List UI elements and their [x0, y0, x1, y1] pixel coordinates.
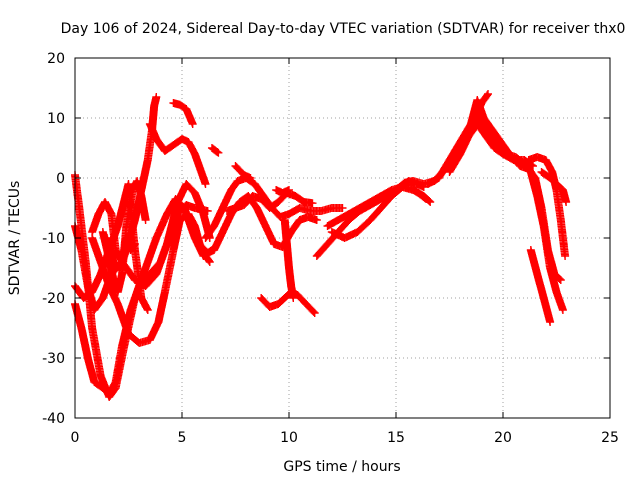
grid: [75, 58, 610, 418]
x-tick-label: 0: [71, 430, 80, 446]
series-markers: [280, 216, 298, 302]
y-tick-label: 10: [47, 111, 65, 127]
series-markers: [169, 99, 197, 128]
series-markers: [526, 246, 555, 326]
series-arc-29: [526, 246, 555, 326]
series-arc-26: [509, 156, 567, 314]
series-markers: [231, 162, 255, 182]
series-arc-23: [424, 96, 533, 188]
series-markers: [509, 156, 567, 314]
y-tick-label: -20: [42, 291, 65, 307]
axis-ticks: 0 5 10 15 20 25 -40 -30 -20 -10 0 10 20: [42, 51, 619, 446]
series-arc-8: [103, 93, 161, 272]
chart-title: Day 106 of 2024, Sidereal Day-to-day VTE…: [61, 21, 626, 37]
series-markers: [537, 168, 571, 206]
data-series: [71, 90, 571, 401]
x-tick-label: 5: [178, 430, 187, 446]
y-tick-label: -30: [42, 351, 65, 367]
series-arc-21: [327, 183, 430, 242]
series-markers: [88, 210, 214, 347]
x-tick-label: 15: [387, 430, 405, 446]
series-arc-18: [272, 186, 293, 197]
series-markers: [207, 144, 223, 157]
series-arc-11: [207, 144, 223, 157]
series-arc-5: [88, 210, 214, 347]
series-markers: [145, 120, 210, 188]
y-axis-label: SDTVAR / TECUs: [7, 181, 23, 296]
series-markers: [272, 186, 293, 197]
x-axis-label: GPS time / hours: [283, 459, 400, 475]
series-markers: [327, 183, 430, 242]
x-tick-label: 25: [601, 430, 619, 446]
x-tick-label: 20: [494, 430, 512, 446]
series-markers: [257, 288, 319, 317]
y-tick-label: 20: [47, 51, 65, 67]
series-markers: [424, 96, 533, 188]
series-arc-17: [280, 216, 298, 302]
series-markers: [103, 93, 161, 272]
series-arc-15: [231, 162, 255, 182]
series-arc-28: [537, 168, 571, 206]
x-tick-label: 10: [280, 430, 298, 446]
y-tick-label: -40: [42, 411, 65, 427]
y-tick-label: -10: [42, 231, 65, 247]
series-arc-16: [257, 288, 319, 317]
y-tick-label: 0: [56, 171, 65, 187]
series-arc-9: [145, 120, 210, 188]
series-arc-10: [169, 99, 197, 128]
